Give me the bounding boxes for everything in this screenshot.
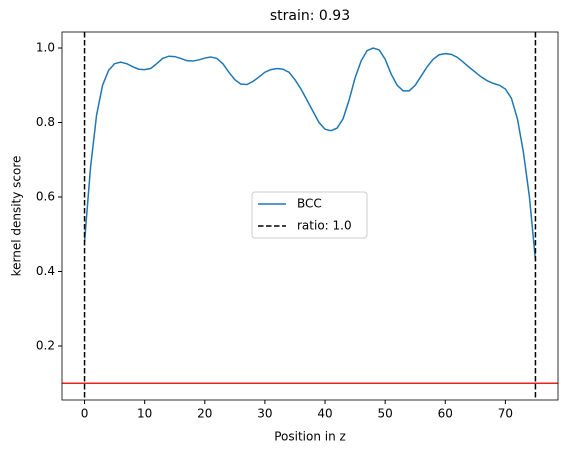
y-tick-label: 0.2 [36, 338, 55, 352]
x-tick-label: 40 [317, 407, 332, 421]
x-tick-label: 50 [378, 407, 393, 421]
y-tick-label: 0.6 [36, 190, 55, 204]
data-line [83, 47, 537, 261]
legend-label: ratio: 1.0 [297, 219, 352, 233]
x-tick-label: 70 [498, 407, 513, 421]
chart-title: strain: 0.93 [270, 8, 350, 24]
x-tick-label: 60 [438, 407, 453, 421]
y-tick-label: 0.4 [36, 264, 55, 278]
y-tick-label: 1.0 [36, 41, 55, 55]
x-tick-label: 10 [137, 407, 152, 421]
y-tick-label: 0.8 [36, 115, 55, 129]
x-tick-label: 30 [257, 407, 272, 421]
plot-frame [61, 31, 559, 401]
x-axis-label: Position in z [274, 430, 346, 444]
x-tick-label: 0 [81, 407, 89, 421]
y-axis-label: kernel density score [10, 156, 24, 277]
x-tick-label: 20 [197, 407, 212, 421]
legend-label: BCC [297, 197, 322, 211]
